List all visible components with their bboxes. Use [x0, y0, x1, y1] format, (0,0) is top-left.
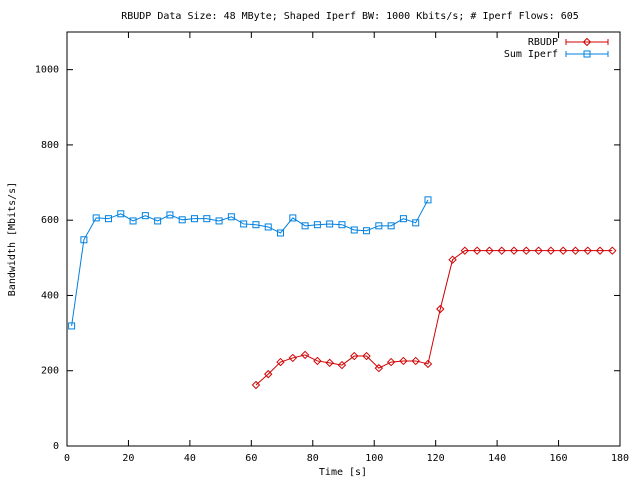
point [608, 246, 617, 255]
point [509, 246, 519, 255]
point [375, 222, 383, 230]
series-line [71, 199, 429, 327]
point [448, 255, 457, 264]
point [583, 246, 592, 255]
point [300, 350, 310, 360]
point [558, 246, 568, 255]
y-tick-label: 600 [41, 215, 59, 226]
point [92, 214, 100, 222]
point [350, 351, 359, 361]
point [227, 213, 235, 221]
chart-title: RBUDP Data Size: 48 MByte; Shaped Iperf … [121, 11, 579, 22]
point [326, 220, 334, 228]
x-tick-label: 60 [245, 453, 257, 464]
point [288, 353, 298, 363]
point [497, 246, 506, 255]
point [277, 229, 285, 237]
point [203, 215, 211, 223]
point [104, 215, 112, 223]
y-tick-label: 1000 [35, 65, 59, 76]
y-tick-label: 800 [41, 140, 59, 151]
point [374, 363, 384, 373]
point [166, 211, 174, 219]
point [178, 216, 186, 224]
legend-label: Sum Iperf [504, 49, 558, 60]
point [325, 358, 334, 368]
point [129, 217, 137, 225]
y-tick-label: 200 [41, 366, 59, 377]
point [215, 217, 223, 225]
point [301, 222, 309, 230]
point [313, 356, 322, 366]
point [264, 223, 272, 231]
point [411, 356, 420, 366]
point [313, 221, 321, 229]
x-tick-label: 160 [550, 453, 568, 464]
point [571, 246, 580, 255]
point [423, 359, 433, 369]
point [472, 246, 482, 255]
x-tick-label: 20 [122, 453, 134, 464]
point [399, 356, 408, 366]
x-tick-label: 180 [611, 453, 629, 464]
point [362, 351, 371, 361]
point [363, 227, 371, 235]
point [534, 246, 543, 255]
point [252, 221, 260, 229]
point [80, 236, 88, 244]
point [522, 246, 531, 255]
point [154, 217, 162, 225]
point [436, 304, 445, 314]
x-tick-label: 80 [307, 453, 319, 464]
x-axis-label: Time [s] [319, 467, 367, 478]
x-tick-label: 40 [184, 453, 196, 464]
point [264, 369, 273, 379]
point [251, 380, 261, 390]
y-tick-label: 400 [41, 290, 59, 301]
point [412, 219, 420, 227]
point [68, 322, 76, 330]
point [485, 246, 494, 255]
point [337, 360, 347, 370]
y-axis-label: Bandwidth [Mbits/s] [7, 182, 18, 296]
point [595, 246, 605, 255]
x-tick-label: 120 [427, 453, 445, 464]
point [546, 246, 556, 255]
series-line [255, 250, 613, 386]
point [399, 215, 407, 223]
legend-marker [583, 50, 591, 58]
y-tick-label: 0 [53, 441, 59, 452]
point [424, 196, 432, 204]
point [386, 357, 396, 367]
point [460, 246, 470, 255]
x-tick-label: 100 [365, 453, 383, 464]
legend-label: RBUDP [528, 37, 558, 48]
plot-frame [66, 31, 621, 447]
point [276, 357, 285, 367]
point [338, 221, 346, 229]
point [387, 222, 395, 230]
point [117, 210, 125, 218]
x-tick-label: 140 [488, 453, 506, 464]
point [289, 214, 297, 222]
legend-marker [582, 37, 592, 47]
point [240, 220, 248, 228]
point [190, 215, 198, 223]
point [350, 226, 358, 234]
x-tick-label: 0 [64, 453, 70, 464]
point [141, 212, 149, 220]
